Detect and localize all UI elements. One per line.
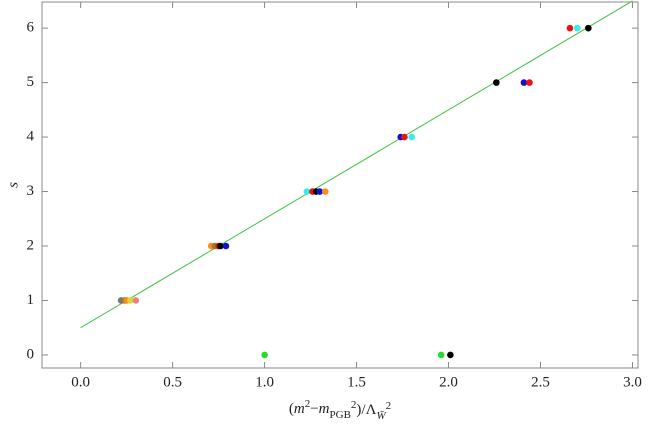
x-label-part: m — [319, 401, 330, 417]
point — [222, 242, 230, 250]
point — [585, 24, 592, 32]
x-tick-label: 2.5 — [531, 374, 550, 390]
point — [303, 188, 311, 195]
point — [526, 79, 533, 86]
y-tick-label: 3 — [27, 183, 35, 199]
x-label-part: m — [294, 401, 305, 417]
x-axis-label: (m2−mPGB2)/ΛW̄2 — [289, 398, 391, 422]
point — [573, 24, 581, 32]
x-tick-label: 2.0 — [439, 374, 458, 390]
x-tick-label: 3.0 — [623, 374, 642, 390]
point — [316, 188, 324, 195]
y-tick-label: 4 — [27, 129, 35, 145]
x-label-part: 2 — [305, 398, 311, 410]
y-tick-label: 6 — [27, 20, 35, 36]
point — [261, 351, 268, 359]
point — [132, 297, 140, 304]
point — [566, 24, 574, 32]
x-tick-label: 1.5 — [347, 374, 366, 390]
point — [520, 79, 528, 86]
y-tick-label: 0 — [27, 346, 35, 362]
x-label-part: )/Λ — [356, 402, 376, 418]
plot-frame — [41, 1, 639, 369]
x-label-part: W̄ — [376, 410, 386, 422]
point — [217, 242, 224, 250]
x-tick-label: 0.0 — [71, 374, 90, 390]
y-tick-label: 5 — [27, 74, 35, 90]
y-tick-label: 1 — [27, 292, 35, 308]
x-label-part: − — [310, 401, 318, 417]
point — [447, 351, 454, 359]
x-label-part: ( — [289, 401, 294, 417]
point — [126, 297, 134, 304]
x-label-part: PGB — [330, 409, 351, 421]
point — [321, 188, 329, 195]
point — [401, 133, 408, 141]
y-tick-label: 2 — [27, 237, 35, 253]
point — [493, 79, 500, 86]
x-tick-label: 1.0 — [255, 374, 274, 390]
point — [408, 133, 416, 141]
x-tick-label: 0.5 — [163, 374, 182, 390]
y-axis-label: s — [5, 182, 21, 188]
x-label-part: 2 — [351, 399, 357, 411]
point — [437, 351, 445, 359]
fit-line — [80, 0, 633, 329]
x-label-part: 2 — [386, 400, 392, 412]
